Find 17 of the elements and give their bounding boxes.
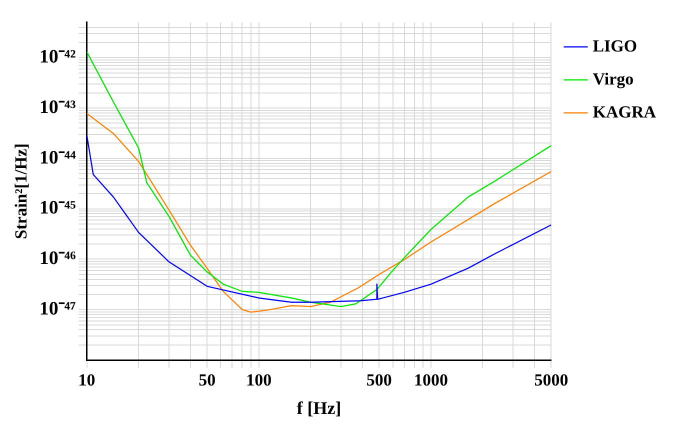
y-tick-label: 10⁻⁴⁷: [39, 298, 76, 320]
x-tick-label: 50: [198, 370, 216, 390]
x-tick-label: 500: [366, 370, 392, 390]
y-tick-label: 10⁻⁴³: [39, 96, 76, 118]
x-tick-label: 1000: [414, 370, 448, 390]
x-tick-label: 100: [246, 370, 272, 390]
y-tick-label: 10⁻⁴²: [39, 46, 76, 68]
x-tick-label: 5000: [534, 370, 568, 390]
legend-label: Virgo: [592, 69, 634, 88]
x-tick-label: 10: [78, 370, 96, 390]
legend-label: LIGO: [592, 36, 638, 56]
y-tick-label: 10⁻⁴⁵: [39, 198, 76, 219]
y-axis-title: Strain²[1/Hz]: [12, 143, 31, 240]
y-tick-label: 10⁻⁴⁶: [39, 248, 76, 270]
x-axis-title: f [Hz]: [296, 398, 342, 418]
legend-label: KAGRA: [592, 102, 657, 122]
y-tick-label: 10⁻⁴⁴: [39, 147, 76, 168]
